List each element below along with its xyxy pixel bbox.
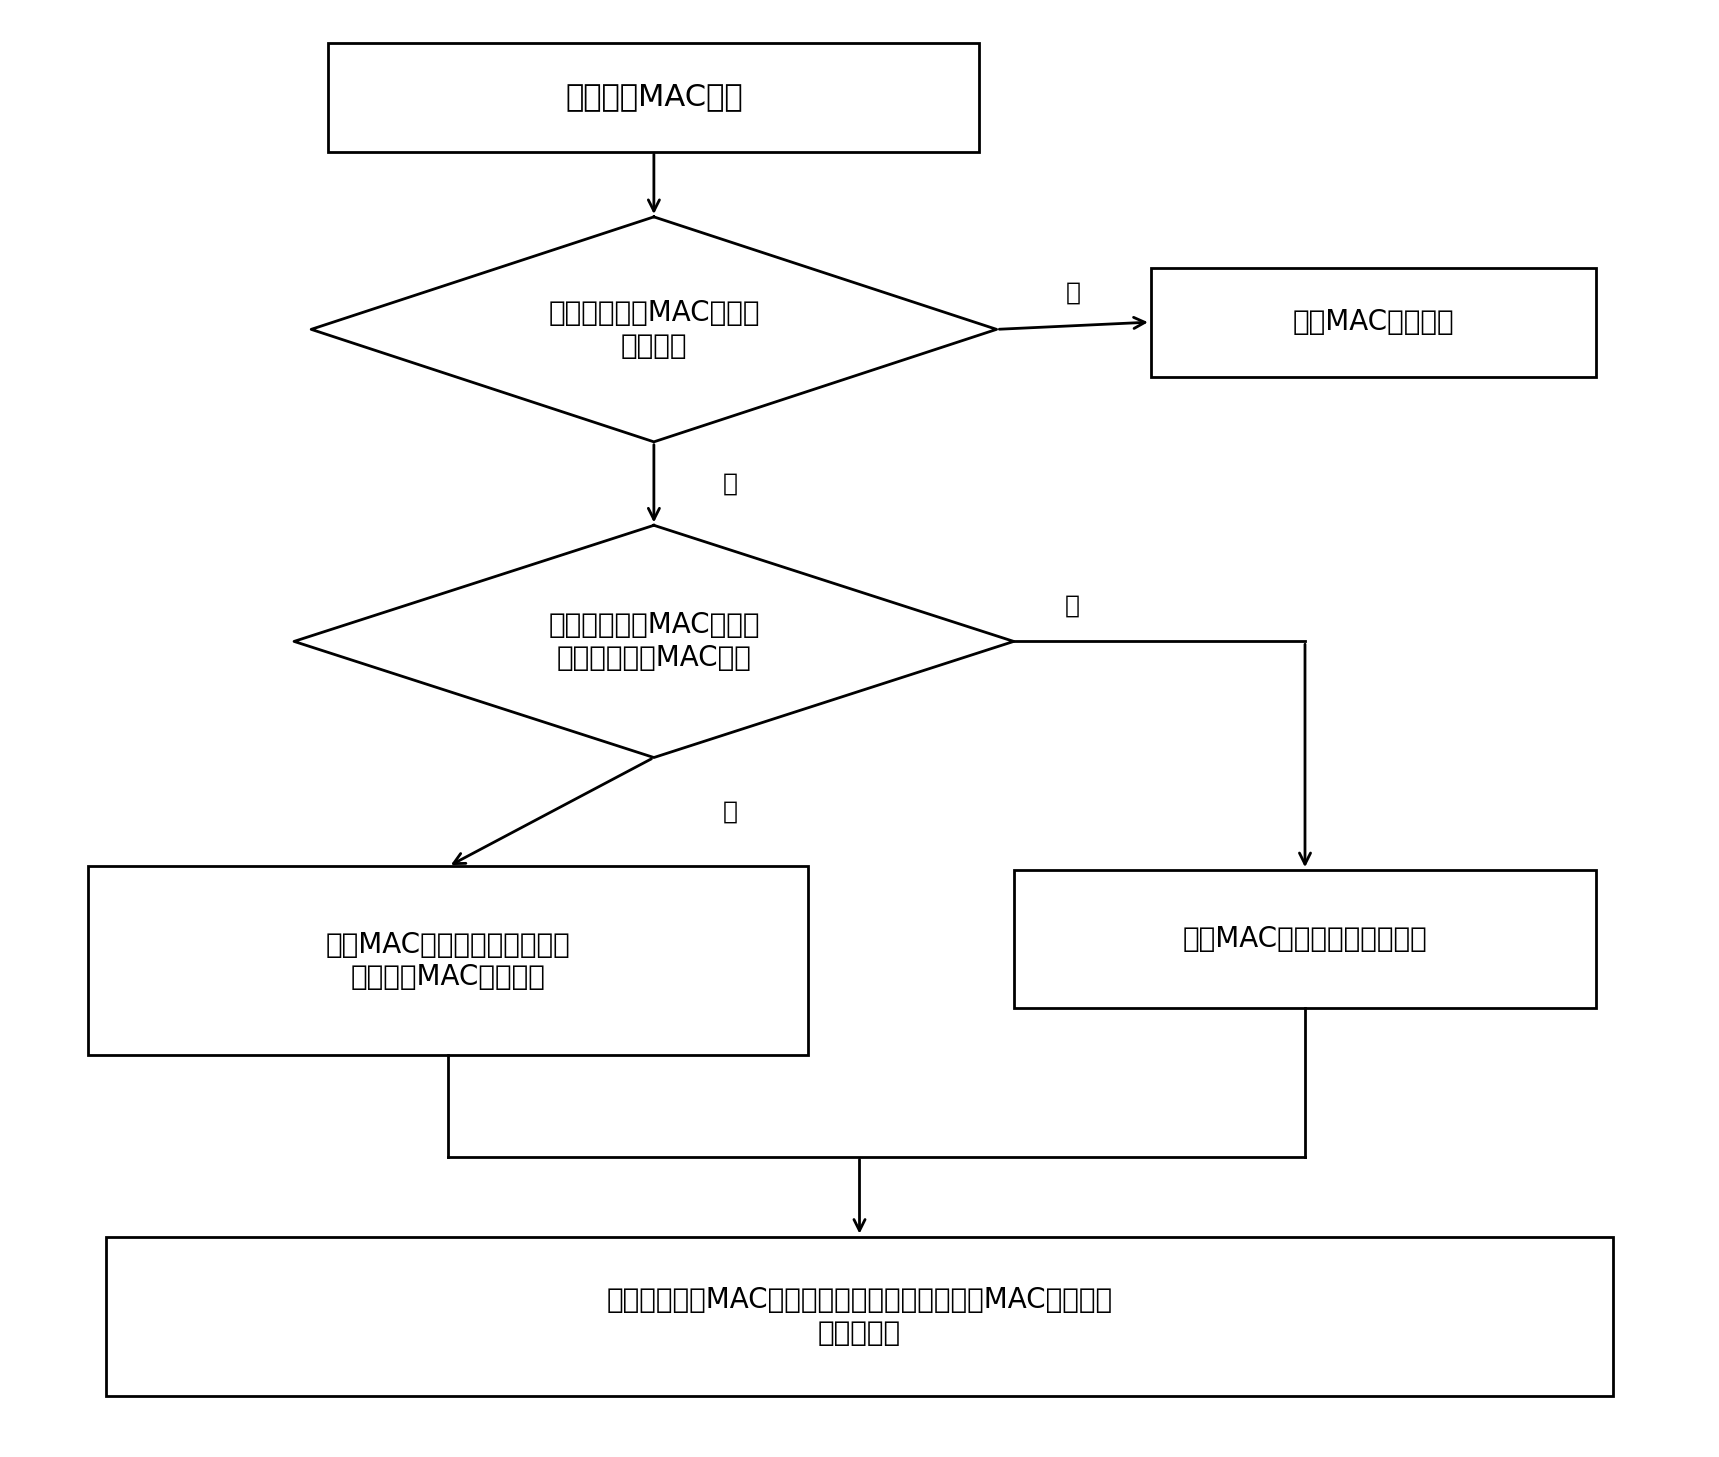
FancyBboxPatch shape: [88, 867, 808, 1055]
Text: 否: 否: [1066, 593, 1080, 618]
Text: 否: 否: [1066, 281, 1081, 305]
Text: 判断待学习的MAC条目是
否在组内: 判断待学习的MAC条目是 否在组内: [548, 299, 760, 360]
Text: 以该MAC条目为链表头，重新
将组内的MAC条目串联: 以该MAC条目为链表头，重新 将组内的MAC条目串联: [327, 931, 571, 991]
Text: 是: 是: [722, 800, 737, 825]
Text: 将该MAC条目添加到链表尾部: 将该MAC条目添加到链表尾部: [1183, 925, 1427, 953]
Text: 普通MAC条目学习: 普通MAC条目学习: [1293, 307, 1454, 337]
Text: 待学习的MAC条目: 待学习的MAC条目: [566, 83, 743, 112]
Text: 设置基准老化MAC表项参与正常老化，设置从属MAC条目不参
与正常老化: 设置基准老化MAC表项参与正常老化，设置从属MAC条目不参 与正常老化: [607, 1287, 1112, 1346]
FancyBboxPatch shape: [1014, 870, 1597, 1008]
FancyBboxPatch shape: [328, 42, 980, 152]
Text: 判断待学习的MAC条目是
否为基准老化MAC表项: 判断待学习的MAC条目是 否为基准老化MAC表项: [548, 612, 760, 672]
FancyBboxPatch shape: [105, 1237, 1614, 1396]
FancyBboxPatch shape: [1150, 268, 1597, 376]
Text: 是: 是: [722, 472, 737, 495]
